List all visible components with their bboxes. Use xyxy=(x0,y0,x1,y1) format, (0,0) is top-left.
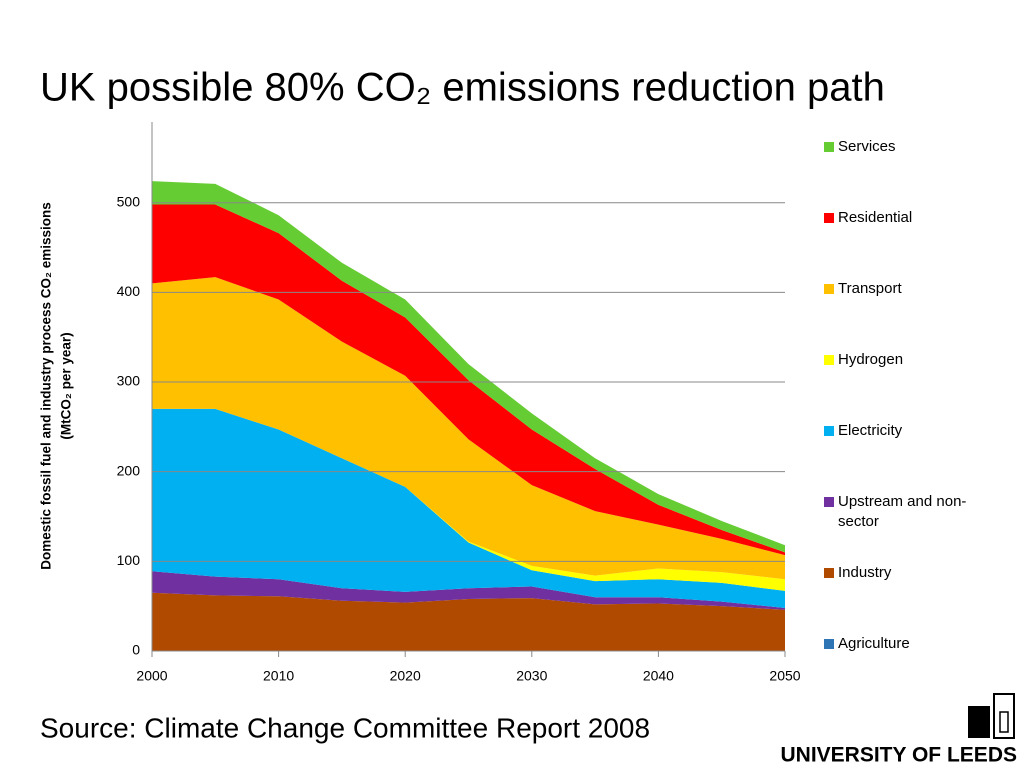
y-label: Domestic fossil fuel and industry proces… xyxy=(39,202,74,570)
legend-item: Hydrogen xyxy=(824,350,994,370)
area xyxy=(152,408,785,591)
legend-label: Upstream and non-sector xyxy=(838,493,967,530)
y-tick-label: 200 xyxy=(117,462,141,478)
y-tick-label: 300 xyxy=(117,373,141,389)
y-tick-label: 0 xyxy=(132,642,140,658)
legend-swatch xyxy=(824,284,834,294)
legend-swatch xyxy=(824,639,834,649)
area xyxy=(152,592,785,651)
legend-label: Transport xyxy=(838,280,902,297)
legend-item: Upstream and non-sector xyxy=(824,492,994,532)
area xyxy=(152,408,785,608)
legend-swatch xyxy=(824,142,834,152)
legend-swatch xyxy=(824,497,834,507)
area xyxy=(152,277,785,580)
legend-swatch xyxy=(824,213,834,223)
legend-item: Residential xyxy=(824,208,994,228)
legend-label: Hydrogen xyxy=(838,351,904,368)
legend-label: Services xyxy=(838,138,896,155)
y-label-line: (MtCO₂ per year) xyxy=(59,332,74,439)
x-tick-label: 2010 xyxy=(263,668,294,684)
legend-item: Industry xyxy=(824,563,994,583)
y-tick-label: 400 xyxy=(117,283,141,299)
legend-label: Residential xyxy=(838,209,913,226)
legend-label: Electricity xyxy=(838,422,903,439)
x-tick-label: 2030 xyxy=(516,668,547,684)
y-tick-label: 500 xyxy=(117,193,141,209)
source: Source: Climate Change Committee Report … xyxy=(40,712,650,743)
legend-item: Services xyxy=(824,137,994,157)
y-tick-label: 100 xyxy=(117,552,141,568)
logo-icon xyxy=(968,693,1015,739)
area xyxy=(152,571,785,610)
legend-label: Agriculture xyxy=(838,635,910,652)
x-tick-label: 2000 xyxy=(136,668,167,684)
chart-title: UK possible 80% CO₂ emissions reduction … xyxy=(40,66,885,110)
legend-swatch xyxy=(824,426,834,436)
legend-swatch xyxy=(824,568,834,578)
x-tick-label: 2040 xyxy=(643,668,674,684)
legend-label: Industry xyxy=(838,564,892,581)
x-tick-label: 2020 xyxy=(390,668,421,684)
areas xyxy=(152,181,785,651)
y-label-line: Domestic fossil fuel and industry proces… xyxy=(39,202,54,570)
legend-item: Transport xyxy=(824,279,994,299)
legend-item: Agriculture xyxy=(824,634,994,654)
x-tick-label: 2050 xyxy=(769,668,800,684)
logo-text: UNIVERSITY OF LEEDS xyxy=(781,744,1018,767)
legend-swatch xyxy=(824,355,834,365)
area xyxy=(152,181,785,553)
legend-item: Electricity xyxy=(824,421,994,441)
